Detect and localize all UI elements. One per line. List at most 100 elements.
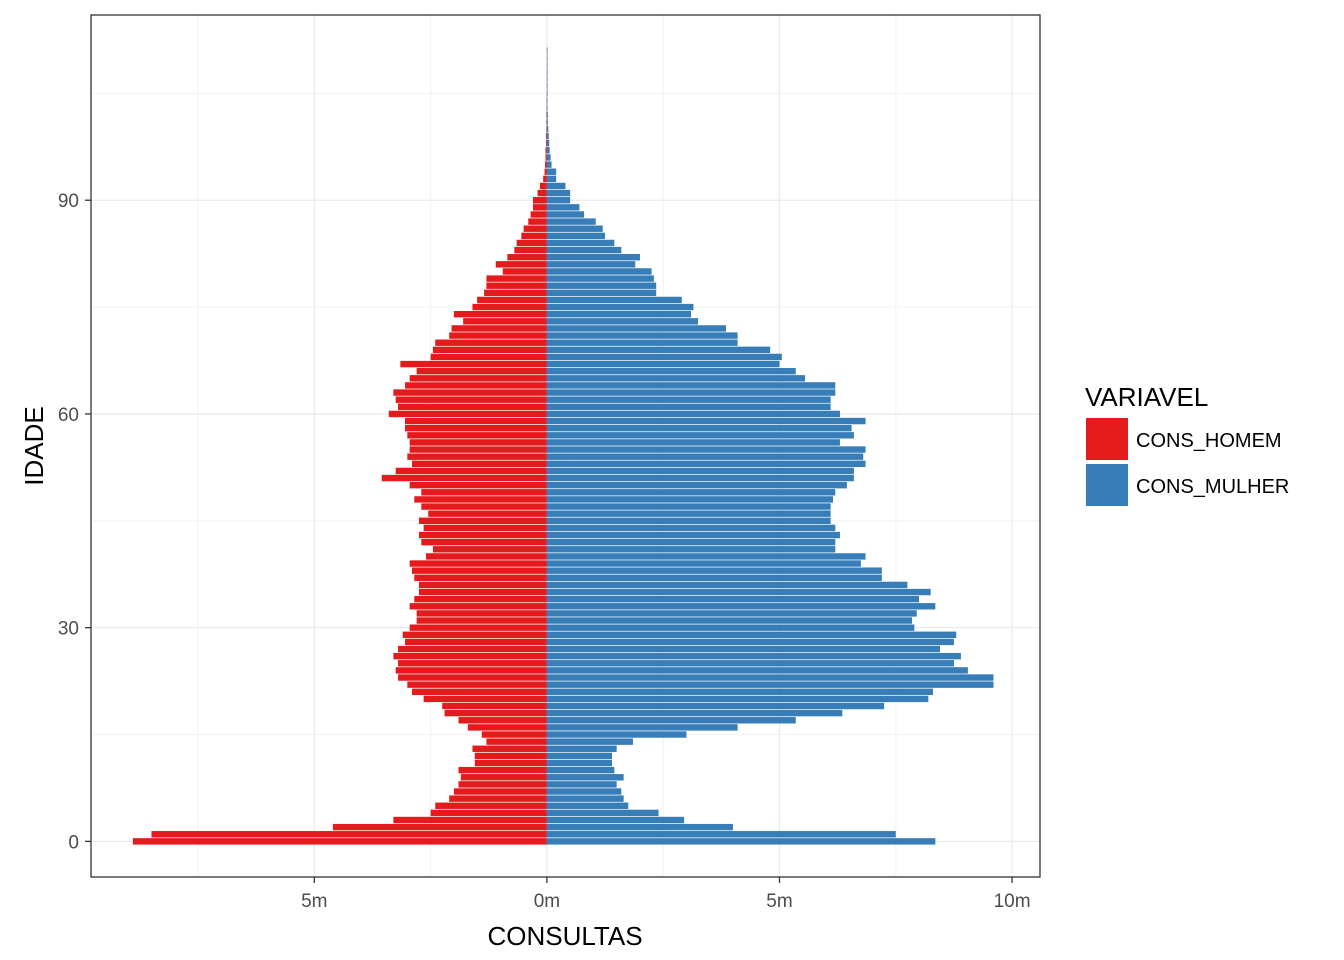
bar-cons-homem — [393, 652, 547, 660]
bar-cons-mulher — [546, 581, 908, 589]
bar-cons-homem — [486, 738, 547, 745]
bar-cons-mulher — [546, 289, 657, 297]
bar-cons-mulher — [546, 588, 931, 596]
x-tick-label: 10m — [994, 891, 1031, 912]
bar-cons-mulher — [546, 410, 840, 418]
y-tick-label: 60 — [58, 405, 79, 426]
bar-cons-mulher — [546, 367, 796, 375]
bar-cons-mulher — [546, 325, 726, 332]
bar-cons-mulher — [546, 254, 640, 261]
bar-cons-mulher — [546, 660, 954, 667]
bar-cons-mulher — [546, 140, 550, 147]
bar-cons-homem — [463, 318, 547, 325]
bar-cons-mulher — [546, 75, 548, 83]
bar-cons-homem — [418, 517, 547, 525]
bar-cons-homem — [481, 731, 547, 738]
bar-cons-homem — [409, 603, 547, 610]
bar-cons-mulher — [546, 346, 771, 354]
bar-cons-mulher — [546, 204, 580, 211]
bar-cons-homem — [398, 674, 547, 681]
bar-cons-mulher — [546, 802, 629, 809]
bar-cons-homem — [523, 225, 547, 232]
bar-cons-mulher — [546, 261, 636, 268]
bar-cons-mulher — [546, 638, 954, 646]
bar-cons-homem — [332, 823, 547, 831]
bar-cons-mulher — [546, 132, 549, 140]
bar-cons-homem — [546, 125, 548, 133]
bar-cons-homem — [474, 752, 547, 760]
bar-cons-homem — [546, 111, 548, 118]
y-tick-label: 0 — [68, 832, 79, 853]
bar-cons-mulher — [546, 389, 836, 396]
bar-cons-mulher — [546, 546, 836, 553]
bar-cons-homem — [425, 553, 547, 560]
bar-cons-mulher — [546, 709, 843, 717]
bar-cons-homem — [449, 795, 547, 802]
bar-cons-mulher — [546, 595, 920, 603]
bar-cons-homem — [421, 489, 547, 496]
bar-cons-mulher — [546, 446, 866, 453]
bar-cons-homem — [414, 574, 547, 581]
bar-cons-homem — [477, 296, 547, 304]
bar-cons-mulher — [546, 567, 882, 574]
bar-cons-mulher — [546, 47, 548, 54]
bar-cons-homem — [398, 645, 547, 653]
legend-label-cons-homem: CONS_HOMEM — [1136, 430, 1282, 452]
bar-cons-mulher — [546, 752, 613, 760]
bar-cons-homem — [544, 168, 547, 175]
bar-cons-homem — [421, 538, 547, 546]
bar-cons-homem — [418, 531, 547, 539]
bar-cons-mulher — [546, 474, 854, 482]
bar-cons-mulher — [546, 83, 548, 90]
bar-cons-homem — [398, 660, 547, 667]
bar-cons-homem — [405, 417, 547, 425]
bar-cons-homem — [486, 282, 547, 289]
bar-cons-mulher — [546, 688, 933, 695]
bar-cons-mulher — [546, 816, 685, 824]
y-tick-label: 90 — [58, 191, 79, 212]
bar-cons-mulher — [546, 788, 622, 795]
bar-cons-homem — [507, 254, 547, 261]
bar-cons-mulher — [546, 168, 557, 175]
bar-cons-homem — [532, 197, 547, 204]
bar-cons-mulher — [546, 189, 571, 197]
bar-cons-mulher — [546, 225, 603, 232]
bar-cons-mulher — [546, 781, 617, 788]
bar-cons-mulher — [546, 375, 806, 382]
bar-cons-mulher — [546, 809, 659, 817]
bar-cons-homem — [458, 781, 547, 788]
bar-cons-homem — [458, 717, 547, 724]
bar-cons-mulher — [546, 54, 548, 61]
bar-cons-homem — [405, 638, 547, 646]
bar-cons-mulher — [546, 90, 548, 97]
bar-cons-homem — [405, 424, 547, 432]
bar-cons-homem — [395, 396, 547, 403]
bar-cons-homem — [407, 681, 547, 688]
y-axis-title: IDADE — [19, 406, 49, 485]
bar-cons-mulher — [546, 282, 657, 289]
legend-key-cons-homem — [1086, 418, 1128, 460]
legend-title: VARIAVEL — [1085, 382, 1208, 412]
bar-cons-homem — [418, 588, 547, 596]
bar-cons-mulher — [546, 182, 566, 190]
bar-cons-mulher — [546, 795, 624, 802]
bar-cons-homem — [151, 831, 547, 838]
legend-key-cons-mulher — [1086, 464, 1128, 506]
bar-cons-homem — [472, 303, 547, 311]
bar-cons-mulher — [546, 652, 961, 660]
bar-cons-mulher — [546, 424, 852, 432]
bar-cons-mulher — [546, 503, 831, 510]
x-tick-label: 5m — [301, 891, 327, 912]
axis-ticks: 5m 0m 5m 10m 0 30 60 90 — [58, 191, 1031, 912]
bar-cons-mulher — [546, 645, 940, 653]
bar-cons-homem — [407, 453, 547, 460]
bar-cons-mulher — [546, 396, 831, 403]
bar-cons-homem — [414, 595, 547, 603]
bar-cons-mulher — [546, 538, 836, 546]
bar-cons-mulher — [546, 197, 571, 204]
bar-cons-homem — [418, 581, 547, 589]
bar-cons-mulher — [546, 481, 847, 489]
x-tick-label: 5m — [766, 891, 792, 912]
y-tick-label: 30 — [58, 619, 79, 640]
bar-cons-homem — [545, 132, 547, 140]
